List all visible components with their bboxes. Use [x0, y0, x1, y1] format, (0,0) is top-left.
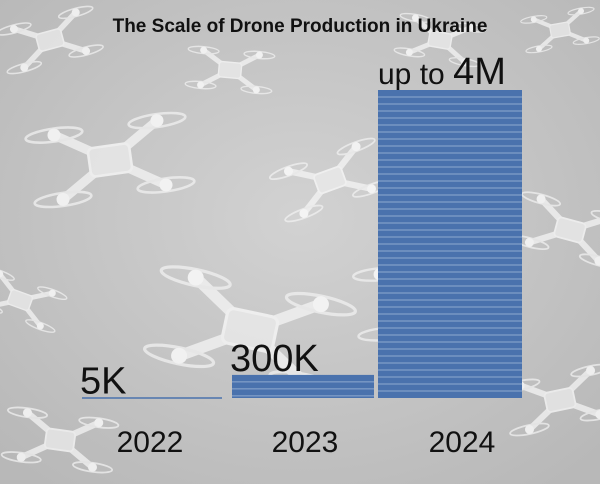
value-number: 4M — [453, 51, 506, 93]
bar-2023 — [232, 374, 374, 398]
category-label-2022: 2022 — [117, 426, 184, 459]
value-label-2024: up to 4M — [378, 51, 506, 93]
category-label-2023: 2023 — [272, 426, 339, 459]
value-prefix: up to — [378, 58, 453, 91]
value-label-2023: 300K — [230, 338, 319, 380]
value-label-2022: 5K — [80, 361, 126, 403]
chart-title: The Scale of Drone Production in Ukraine — [113, 16, 488, 37]
category-label-2024: 2024 — [429, 426, 496, 459]
